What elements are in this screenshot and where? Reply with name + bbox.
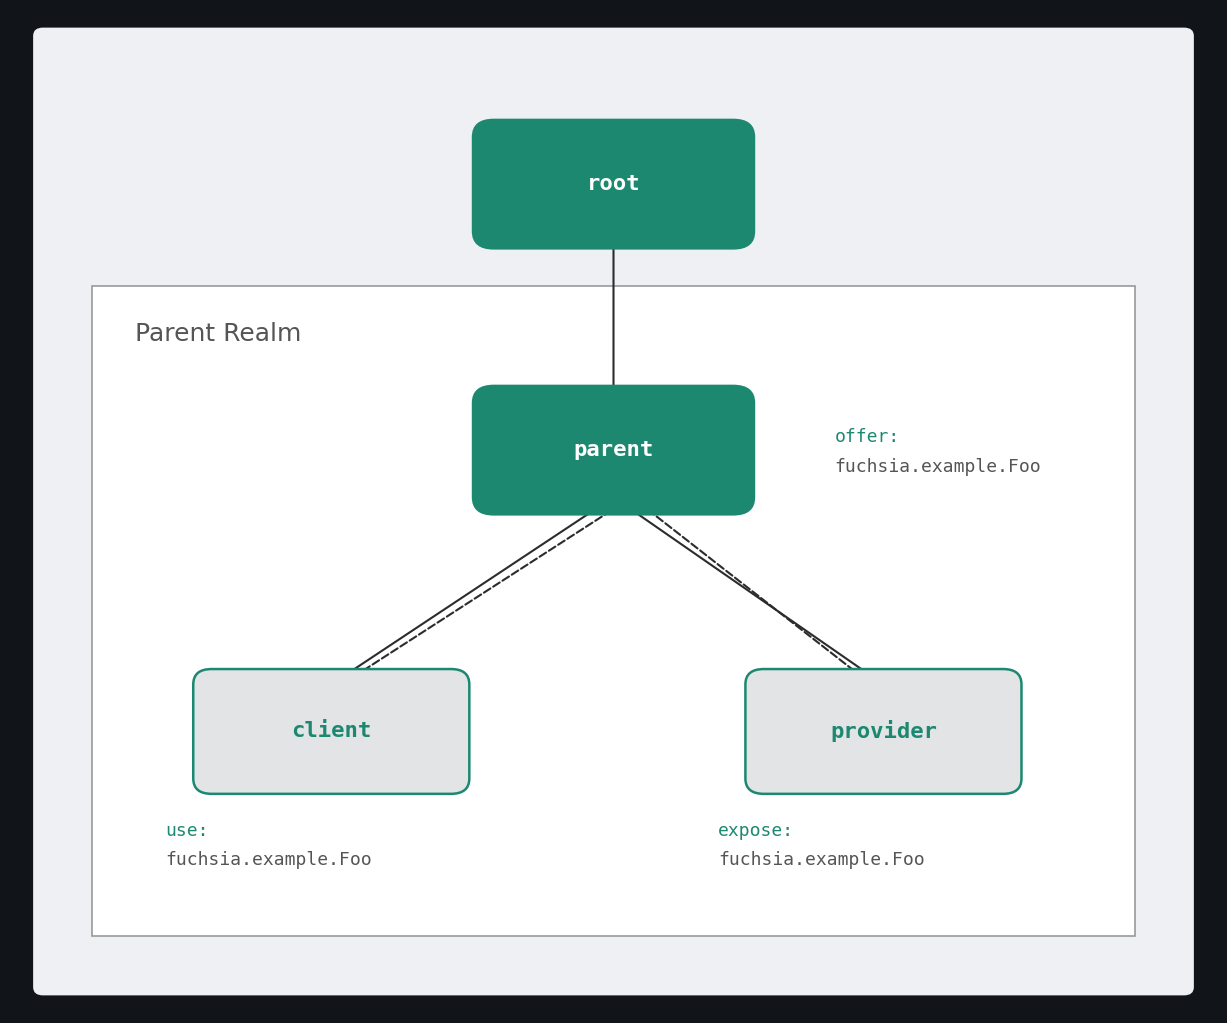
Text: expose:: expose: [718,822,794,841]
Text: fuchsia.example.Foo: fuchsia.example.Foo [834,458,1040,477]
Text: fuchsia.example.Foo: fuchsia.example.Foo [166,851,372,870]
FancyBboxPatch shape [745,669,1021,794]
FancyBboxPatch shape [471,385,755,516]
Text: offer:: offer: [834,428,899,446]
FancyBboxPatch shape [92,286,1135,936]
Text: parent: parent [573,440,654,460]
FancyBboxPatch shape [194,669,470,794]
Text: fuchsia.example.Foo: fuchsia.example.Foo [718,851,924,870]
Text: root: root [587,174,640,194]
FancyBboxPatch shape [33,28,1194,995]
Text: use:: use: [166,822,209,841]
Text: client: client [291,721,372,742]
Text: Parent Realm: Parent Realm [135,322,302,346]
FancyBboxPatch shape [471,119,755,250]
Text: provider: provider [829,720,937,743]
